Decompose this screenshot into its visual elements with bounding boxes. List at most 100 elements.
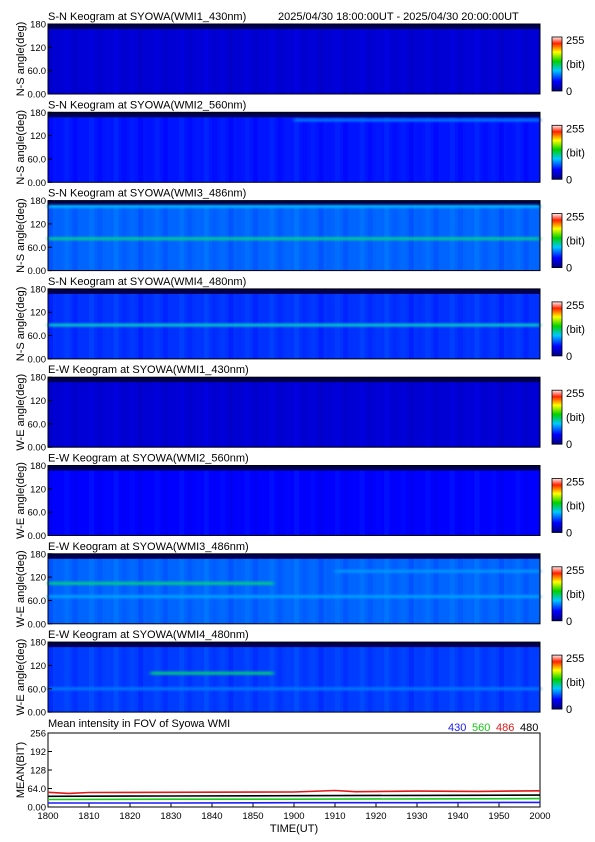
keogram-frame: [47, 376, 541, 448]
keogram-texture-strip: [400, 377, 406, 448]
keogram-ytick-label: 120: [30, 308, 46, 319]
keogram-texture-strip: [302, 642, 308, 713]
keogram-ytick-label: 0.00: [28, 90, 47, 101]
keogram-texture-strip: [531, 112, 537, 183]
colorbar-unit-label: (bit): [566, 412, 585, 424]
keogram-title: E-W Keogram at SYOWA(WMI2_560nm): [48, 453, 249, 465]
keogram-texture-strip: [146, 553, 152, 624]
keogram-texture-strip: [499, 465, 504, 536]
keogram-texture-strip: [277, 377, 283, 448]
keogram-texture-strip: [474, 377, 480, 448]
keogram-texture-strip: [433, 112, 439, 183]
keogram-texture-strip: [294, 642, 299, 713]
keogram-texture-strip: [449, 112, 455, 183]
keogram-ytick-label: 60.0: [28, 508, 47, 519]
keogram-texture-strip: [171, 465, 176, 536]
keogram-ytick-label: 0.00: [28, 266, 47, 277]
keogram-texture-strip: [367, 200, 373, 271]
keogram-texture-strip: [261, 200, 267, 271]
keogram-texture-strip: [515, 465, 521, 536]
keogram-texture-strip: [449, 200, 455, 271]
time-range: 2025/04/30 18:00:00UT - 2025/04/30 20:00…: [278, 11, 519, 23]
keogram-texture-strip: [343, 642, 349, 713]
colorbar-min-label: 0: [566, 528, 572, 540]
keogram-texture-strip: [89, 465, 94, 536]
keogram-texture-strip: [187, 642, 193, 713]
keogram-texture-strip: [253, 377, 258, 448]
keogram-texture-strip: [253, 553, 258, 624]
keogram-texture-strip: [277, 553, 283, 624]
keogram-texture-strip: [261, 377, 267, 448]
keogram-texture-strip: [531, 465, 537, 536]
keogram-ytick-label: 180: [30, 20, 46, 31]
colorbar-unit-label: (bit): [566, 59, 585, 71]
keogram-texture-strip: [277, 200, 283, 271]
keogram-texture-strip: [80, 465, 86, 536]
keogram-texture-strip: [48, 24, 53, 94]
keogram-texture-strip: [400, 553, 406, 624]
keogram-texture-strip: [179, 200, 185, 271]
keogram-texture-strip: [154, 642, 160, 713]
colorbar: [551, 301, 563, 357]
keogram-texture-strip: [474, 24, 480, 94]
keogram-texture-strip: [302, 24, 308, 94]
keogram-texture-strip: [433, 24, 439, 94]
keogram-texture-strip: [515, 553, 521, 624]
keogram-texture-strip: [359, 553, 365, 624]
keogram-texture: [48, 553, 537, 624]
keogram-texture-strip: [458, 465, 463, 536]
keogram-texture-strip: [417, 465, 422, 536]
keogram-texture-strip: [146, 24, 152, 94]
keogram-texture-strip: [326, 377, 332, 448]
keogram-texture-strip: [343, 24, 349, 94]
keogram-texture-strip: [351, 24, 357, 94]
keogram-texture-strip: [351, 200, 357, 271]
keogram-texture-strip: [482, 465, 488, 536]
keogram-texture-strip: [187, 24, 193, 94]
keogram-texture-strip: [97, 553, 103, 624]
keogram-texture-strip: [400, 465, 406, 536]
keogram-texture-strip: [203, 200, 209, 271]
keogram-texture-strip: [97, 112, 103, 183]
keogram-panel: S-N Keogram at SYOWA(WMI1_430nm) N-S angl…: [15, 11, 585, 101]
keogram-texture-strip: [400, 200, 406, 271]
keogram-texture-strip: [56, 24, 62, 94]
keogram-texture-strip: [490, 200, 496, 271]
keogram-texture-strip: [458, 377, 463, 448]
keogram-texture-strip: [130, 24, 135, 94]
keogram-texture-strip: [294, 200, 299, 271]
keogram-texture-strip: [244, 465, 250, 536]
keogram-texture-strip: [105, 112, 111, 183]
keogram-texture-strip: [417, 642, 422, 713]
keogram-texture-strip: [359, 465, 365, 536]
keogram-texture-strip: [138, 553, 144, 624]
mean-xlabel: TIME(UT): [270, 823, 318, 835]
keogram-texture-strip: [449, 465, 455, 536]
keogram-texture-strip: [359, 24, 365, 94]
keogram-texture-strip: [310, 642, 316, 713]
keogram-texture-strip: [351, 465, 357, 536]
keogram-texture-strip: [80, 553, 86, 624]
mean-xticks: 1800 1810 1820 1830 1840 1850 1900 1910 1920 1930…: [37, 803, 551, 822]
keogram-texture-strip: [195, 377, 201, 448]
keogram-texture-strip: [326, 112, 332, 183]
colorbar-min-label: 0: [566, 174, 572, 186]
mean-ytick-label: 256: [30, 729, 46, 740]
keogram-ylabel: N-S angle(deg): [15, 198, 27, 273]
keogram-texture-strip: [162, 24, 168, 94]
keogram-ytick-label: 60.0: [28, 331, 47, 342]
colorbar: [551, 213, 563, 269]
keogram-texture-strip: [179, 112, 185, 183]
keogram-texture-strip: [48, 465, 53, 536]
keogram-texture-strip: [466, 377, 472, 448]
keogram-texture-strip: [212, 200, 217, 271]
keogram-ytick-label: 120: [30, 396, 46, 407]
keogram-texture-strip: [343, 112, 349, 183]
keogram-texture-strip: [195, 465, 201, 536]
keogram-texture-strip: [335, 642, 340, 713]
keogram-ytick-label: 60.0: [28, 684, 47, 695]
keogram-texture-strip: [351, 377, 357, 448]
keogram-texture-strip: [318, 200, 324, 271]
keogram-ytick-label: 120: [30, 219, 46, 230]
